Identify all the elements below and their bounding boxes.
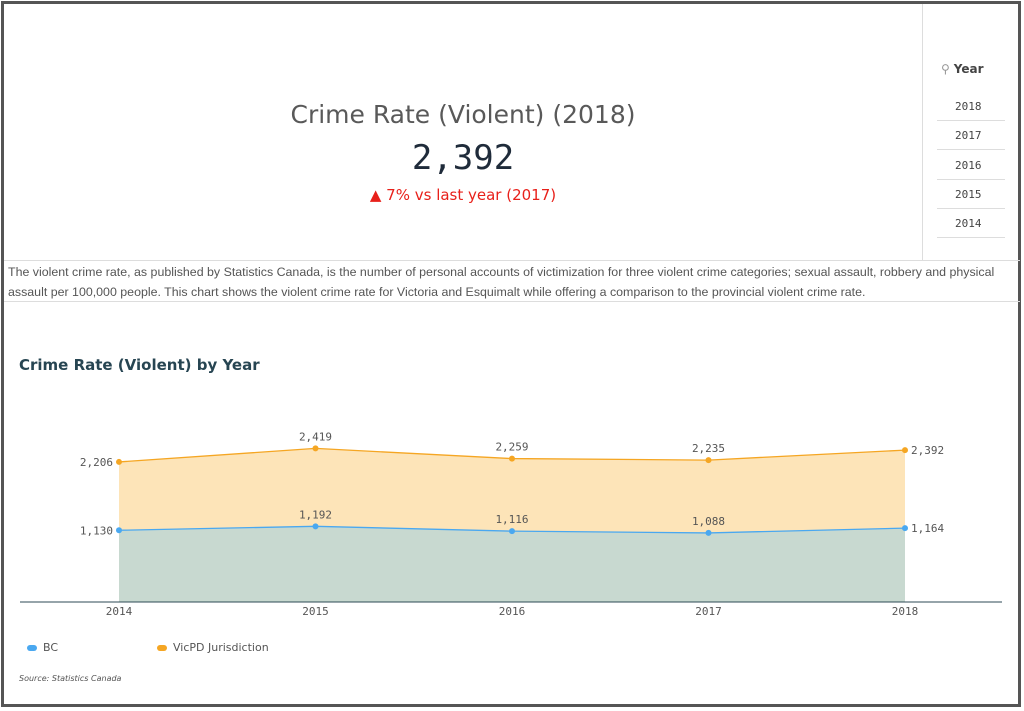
- bc-area: [119, 526, 905, 602]
- data-label: 2,259: [495, 441, 528, 454]
- data-point: [312, 523, 319, 530]
- legend-marker-icon: [27, 645, 37, 651]
- data-point: [902, 447, 908, 454]
- data-point: [705, 529, 712, 536]
- x-tick-label: 2017: [695, 605, 722, 618]
- data-point: [312, 445, 319, 452]
- data-label: 2,392: [911, 444, 944, 457]
- data-label: 1,192: [299, 508, 332, 521]
- legend-item-vicpd[interactable]: VicPD Jurisdiction: [157, 641, 269, 654]
- year-filter[interactable]: ⚲ Year 2018 2017 2016 2015 2014: [922, 4, 1018, 260]
- data-point: [116, 527, 122, 534]
- vicpd-area: [119, 448, 905, 533]
- kpi-delta: ▲ 7% vs last year (2017): [369, 186, 557, 204]
- data-label: 1,116: [495, 513, 528, 526]
- x-tick-label: 2018: [892, 605, 919, 618]
- kpi-value: 2,392: [411, 138, 515, 178]
- chart-title: Crime Rate (Violent) by Year: [19, 356, 260, 374]
- data-label: 2,206: [80, 456, 113, 469]
- filter-item[interactable]: 2014: [937, 209, 1005, 238]
- filter-item[interactable]: 2018: [937, 92, 1005, 121]
- data-point: [705, 457, 712, 464]
- source-note: Source: Statistics Canada: [19, 674, 122, 683]
- data-label: 2,235: [692, 442, 725, 455]
- filter-label: Year: [953, 62, 984, 76]
- legend-marker-icon: [157, 645, 167, 651]
- data-point: [902, 525, 908, 532]
- kpi-panel: Crime Rate (Violent) (2018) 2,392 ▲ 7% v…: [4, 4, 922, 260]
- kpi-title: Crime Rate (Violent) (2018): [290, 100, 636, 129]
- legend-label: VicPD Jurisdiction: [173, 641, 269, 654]
- filter-item[interactable]: 2015: [937, 180, 1005, 209]
- search-icon[interactable]: ⚲: [941, 62, 950, 76]
- data-label: 1,130: [80, 524, 113, 537]
- x-tick-label: 2016: [499, 605, 526, 618]
- data-label: 2,419: [299, 430, 332, 443]
- legend-item-bc[interactable]: BC: [27, 641, 58, 654]
- filter-header[interactable]: ⚲ Year: [941, 62, 984, 76]
- data-label: 1,088: [692, 515, 725, 528]
- data-point: [509, 528, 515, 535]
- data-point: [509, 455, 515, 462]
- legend-label: BC: [43, 641, 59, 654]
- filter-item[interactable]: 2016: [937, 151, 1005, 180]
- description-text: The violent crime rate, as published by …: [4, 260, 1020, 302]
- data-point: [116, 458, 122, 465]
- filter-item[interactable]: 2017: [937, 121, 1005, 150]
- x-tick-label: 2014: [106, 605, 133, 618]
- data-label: 1,164: [911, 522, 944, 535]
- x-tick-label: 2015: [302, 605, 329, 618]
